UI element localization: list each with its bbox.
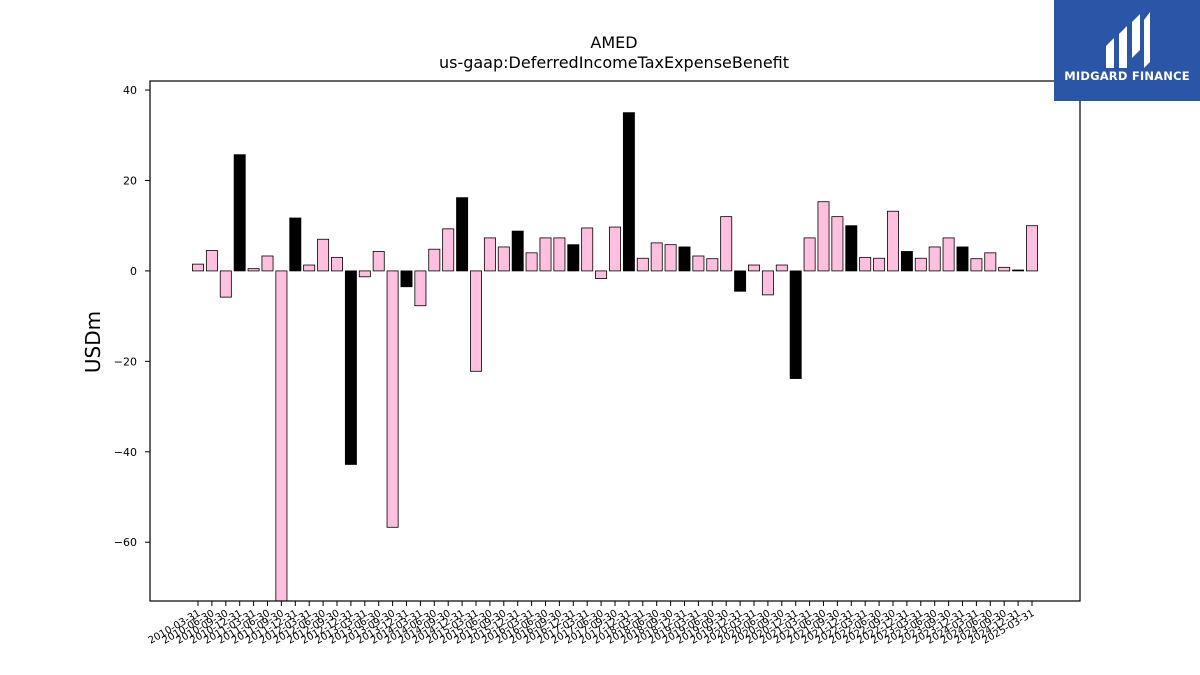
bar-2014-03-31 (414, 270, 427, 307)
y-tick-label: 40 (123, 84, 137, 97)
bars-group (192, 112, 1038, 602)
bar-2017-09-30 (609, 226, 621, 272)
chart-title: AMED (590, 33, 637, 52)
y-axis-label: USDm (81, 311, 105, 373)
bar-2013-03-31 (358, 270, 371, 278)
bar-2021-09-30 (831, 216, 844, 272)
bar-2015-12-31 (511, 230, 524, 272)
bar-2011-03-31 (247, 268, 260, 272)
brand-name: MIDGARD FINANCE (1064, 69, 1190, 83)
bar-2014-06-30 (428, 248, 441, 272)
bar-2019-03-31 (692, 255, 705, 272)
bar-2018-09-30 (664, 244, 677, 272)
bar-2020-12-31 (789, 270, 802, 379)
plot-frame (149, 80, 1081, 602)
x-axis-ticks: 2010-03-312010-06-302010-09-302010-12-31… (147, 601, 1037, 647)
bar-2015-09-30 (497, 246, 510, 272)
bar-2023-03-31 (914, 257, 927, 272)
brand-logo: MIDGARD FINANCE (1054, 0, 1200, 101)
bar-2017-03-31 (581, 227, 594, 272)
bar-2018-12-31 (678, 246, 691, 272)
bar-2022-06-30 (873, 257, 886, 272)
bar-2023-12-31 (956, 246, 969, 272)
bar-2023-06-30 (928, 246, 941, 272)
bar-2010-12-31 (233, 154, 246, 272)
bar-2021-03-31 (803, 237, 816, 272)
y-tick-label: 20 (123, 174, 137, 187)
y-tick-label: 0 (130, 265, 137, 278)
bar-2010-06-30 (205, 250, 218, 272)
bar-2023-09-30 (942, 237, 955, 272)
bar-2020-06-30 (761, 270, 774, 296)
bar-2020-09-30 (775, 264, 788, 272)
bar-2014-09-30 (442, 228, 455, 272)
bar-2012-06-30 (317, 238, 330, 272)
bar-2021-06-30 (817, 201, 830, 272)
bar-2016-03-31 (525, 252, 538, 272)
bar-2017-06-30 (595, 270, 608, 280)
chart-subtitle: us-gaap:DeferredIncomeTaxExpenseBenefit (439, 53, 789, 72)
bar-2010-09-30 (219, 270, 232, 298)
brand-mark-icon (1106, 12, 1150, 68)
y-tick-label: −60 (114, 536, 137, 549)
bar-2018-06-30 (650, 242, 663, 272)
bar-2025-03-31 (1026, 225, 1038, 272)
bar-2019-12-31 (734, 270, 747, 292)
bar-2011-06-30 (261, 255, 274, 272)
bar-2013-06-30 (372, 251, 385, 272)
bar-2019-06-30 (706, 258, 719, 272)
bar-2012-09-30 (331, 256, 343, 272)
bar-2020-03-31 (748, 264, 760, 272)
bar-2012-03-31 (303, 264, 316, 272)
bar-2024-12-31 (1012, 269, 1025, 272)
bar-2016-09-30 (553, 237, 566, 272)
bar-2013-09-30 (386, 270, 399, 528)
bar-2016-12-31 (567, 244, 580, 272)
bar-2011-12-31 (289, 217, 302, 272)
bar-2016-06-30 (539, 237, 552, 272)
bar-2015-03-31 (470, 270, 482, 372)
bar-2017-12-31 (622, 112, 635, 272)
bar-2014-12-31 (456, 197, 469, 272)
y-tick-label: −40 (114, 446, 137, 459)
bar-2013-12-31 (400, 270, 413, 288)
bar-2011-09-30 (275, 270, 288, 602)
y-tick-label: −20 (114, 355, 137, 368)
bar-2019-09-30 (720, 216, 733, 272)
bar-2022-09-30 (887, 210, 899, 272)
bar-2010-03-31 (192, 263, 204, 272)
bar-2012-12-31 (344, 270, 357, 465)
bar-2024-06-30 (984, 252, 997, 272)
y-axis-ticks: −60 −40 −20 0 20 40 (114, 84, 150, 549)
bar-2022-03-31 (859, 256, 872, 272)
bar-2024-03-31 (970, 258, 983, 272)
bar-2021-12-31 (845, 225, 858, 272)
bar-2024-09-30 (998, 266, 1011, 272)
bar-2018-03-31 (636, 257, 649, 272)
bar-2022-12-31 (900, 251, 913, 272)
bar-2015-06-30 (483, 237, 496, 272)
